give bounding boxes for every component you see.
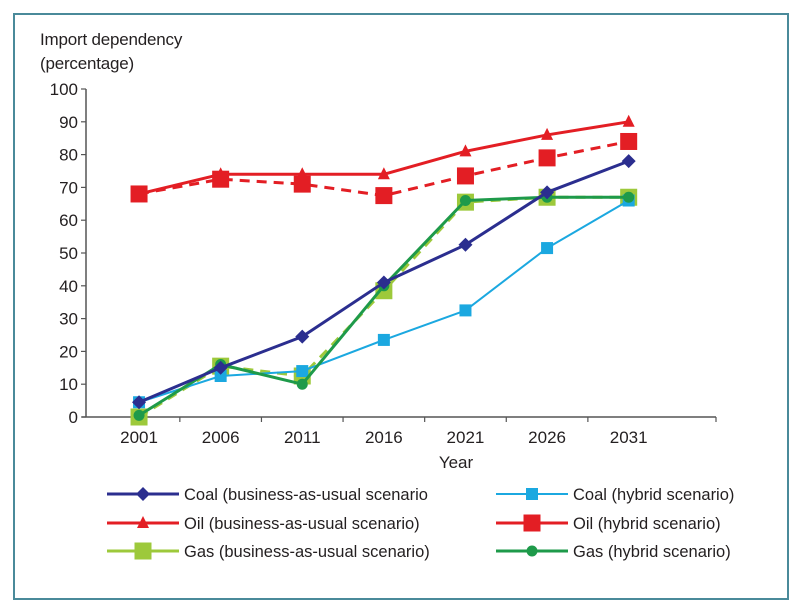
data-point <box>132 395 147 410</box>
data-point <box>295 329 310 344</box>
legend-marker <box>526 488 538 500</box>
legend-label: Oil (business-as-usual scenario) <box>184 515 420 533</box>
legend-item: Gas (business-as-usual scenario) <box>107 542 430 561</box>
data-point <box>540 185 555 200</box>
y-tick-label: 40 <box>59 277 78 296</box>
legend-marker <box>134 542 152 560</box>
legend-item: Oil (business-as-usual scenario) <box>107 515 420 533</box>
legend-marker <box>523 514 541 532</box>
series-1 <box>133 194 635 409</box>
axes: 0 10 20 30 40 50 60 70 80 90 100 2001 2006 2011 2016 20… <box>50 80 717 472</box>
y-tick-label: 60 <box>59 211 78 230</box>
legend-item: Oil (hybrid scenario) <box>496 514 721 533</box>
y-tick-label: 90 <box>59 113 78 132</box>
y-axis-label: Import dependency (percentage) <box>40 28 182 76</box>
data-point <box>213 360 228 375</box>
series-line <box>138 195 629 417</box>
y-axis-label-line-1: Import dependency <box>40 30 183 49</box>
legend-item: Coal (business-as-usual scenario <box>107 486 428 504</box>
data-point <box>133 186 146 199</box>
legend-marker <box>137 516 149 528</box>
data-point <box>622 114 635 127</box>
x-axis-label: Year <box>439 453 474 472</box>
legend-label: Oil (hybrid scenario) <box>573 515 721 533</box>
legend-label: Coal (hybrid scenario) <box>573 486 734 504</box>
legend: Coal (business-as-usual scenario Coal (hy… <box>107 486 734 561</box>
data-point <box>375 187 393 205</box>
y-axis-label-line-2: (percentage) <box>40 54 134 73</box>
legend-label: Gas (business-as-usual scenario) <box>184 543 430 561</box>
data-point <box>214 167 227 180</box>
data-point <box>377 167 390 180</box>
series-group <box>130 114 638 426</box>
x-tick-label: 2031 <box>610 428 648 447</box>
series-0 <box>132 154 636 410</box>
y-tick-label: 30 <box>59 310 78 329</box>
y-tick-label: 70 <box>59 178 78 197</box>
data-point <box>620 132 638 150</box>
series-line <box>138 195 629 419</box>
x-tick-label: 2006 <box>202 428 240 447</box>
y-tick-label: 20 <box>59 342 78 361</box>
series-2 <box>133 114 635 199</box>
data-point <box>296 365 309 378</box>
data-point <box>621 154 636 169</box>
legend-label: Gas (hybrid scenario) <box>573 543 731 561</box>
x-tick-label: 2026 <box>528 428 566 447</box>
y-tick-label: 0 <box>69 408 78 427</box>
x-tick-label: 2021 <box>447 428 485 447</box>
series-4 <box>130 188 638 426</box>
y-tick-label: 80 <box>59 146 78 165</box>
data-point <box>376 275 391 290</box>
data-point <box>459 195 471 207</box>
data-point <box>538 149 556 167</box>
legend-label: Coal (business-as-usual scenario <box>184 486 428 504</box>
series-5 <box>133 191 635 421</box>
data-point <box>456 167 474 185</box>
legend-item: Gas (hybrid scenario) <box>496 543 731 561</box>
data-point <box>459 144 472 157</box>
x-tick-label: 2001 <box>120 428 158 447</box>
legend-marker <box>136 487 150 501</box>
data-point <box>377 333 390 346</box>
x-tick-label: 2011 <box>284 428 321 447</box>
data-point <box>541 242 554 255</box>
data-point <box>458 237 473 252</box>
data-point <box>293 175 311 193</box>
data-point <box>623 191 635 203</box>
y-tick-label: 10 <box>59 375 78 394</box>
data-point <box>459 304 472 317</box>
data-point <box>214 370 227 382</box>
legend-item: Coal (hybrid scenario) <box>496 486 734 504</box>
data-point <box>296 378 308 390</box>
legend-marker <box>526 545 538 557</box>
chart-frame <box>13 13 789 600</box>
data-point <box>296 167 309 180</box>
y-tick-label: 50 <box>59 244 78 263</box>
data-point <box>541 127 554 140</box>
data-point <box>133 409 145 421</box>
y-tick-label: 100 <box>50 80 78 99</box>
x-tick-label: 2016 <box>365 428 403 447</box>
